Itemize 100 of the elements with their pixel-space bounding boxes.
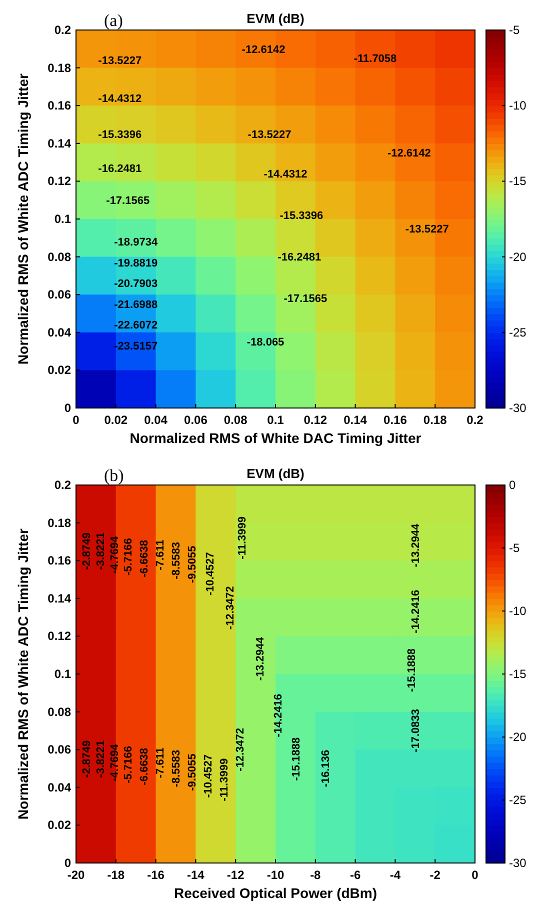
x-tick-label: 0.02 <box>104 413 128 427</box>
y-tick-label: 0.02 <box>48 818 72 832</box>
annotation: -5.7166 <box>122 538 135 576</box>
annotation: -13.2944 <box>254 636 266 681</box>
color-bar-label: -25 <box>509 325 527 340</box>
annotation: -12.6142 <box>387 148 431 160</box>
x-tick-label: -14 <box>187 868 205 882</box>
y-tick-label: 0 <box>64 401 72 415</box>
y-tick-label: 0.1 <box>54 212 72 226</box>
x-axis-title: Normalized RMS of White DAC Timing Jitter <box>130 430 422 446</box>
y-tick-label: 0.18 <box>48 60 72 75</box>
y-tick-label: 0.06 <box>48 742 72 757</box>
color-bar-label: -25 <box>509 793 527 807</box>
color-bar-label: -5 <box>509 541 520 555</box>
y-tick-label: 0.12 <box>48 629 72 644</box>
chart-title: EVM (dB) <box>246 11 304 26</box>
annotation: -15.3396 <box>280 210 324 222</box>
annotation: (a) <box>104 11 123 30</box>
y-tick-label: 0.14 <box>48 591 72 606</box>
x-tick-label: 0.04 <box>144 413 168 427</box>
chart-title: EVM (dB) <box>246 466 304 481</box>
color-bar-label: -15 <box>509 667 527 681</box>
annotation: -11.3999 <box>236 516 248 560</box>
annotation: (b) <box>104 466 124 485</box>
annotation: -6.6638 <box>138 748 151 786</box>
annotation: -16.136 <box>320 750 332 788</box>
x-tick-label: 0 <box>472 868 479 882</box>
annotation: -14.2416 <box>272 694 284 738</box>
color-bar-label: -30 <box>509 401 527 415</box>
color-bar-label: -10 <box>509 98 527 113</box>
y-tick-label: 0.18 <box>48 516 72 530</box>
x-tick-label: -8 <box>310 868 322 882</box>
y-tick-label: 0.12 <box>48 174 72 188</box>
color-bar-label: -5 <box>509 23 520 37</box>
annotation: -14.4312 <box>264 168 308 180</box>
annotation: -17.1565 <box>106 194 150 207</box>
x-tick-label: 0.2 <box>466 413 484 427</box>
annotation: -5.7166 <box>122 746 135 784</box>
color-bar-label: -20 <box>509 730 527 744</box>
x-tick-label: -6 <box>350 868 361 882</box>
x-tick-label: -20 <box>67 868 85 882</box>
y-axis-title: Normalized RMS of White ADC Timing Jitter <box>15 73 31 364</box>
x-tick-label: -16 <box>147 868 165 882</box>
y-tick-label: 0.16 <box>48 554 72 568</box>
annotation: -19.8819 <box>114 257 158 270</box>
annotation: -16.2481 <box>278 252 322 264</box>
annotation: -17.0833 <box>410 708 422 752</box>
annotation: -9.5055 <box>186 754 199 791</box>
annotation: -15.3396 <box>98 128 142 141</box>
y-tick-label: 0.04 <box>48 325 72 340</box>
y-tick-label: 0.02 <box>48 363 72 378</box>
x-tick-label: 0.14 <box>344 413 368 427</box>
color-bar-label: -20 <box>509 250 527 264</box>
color-bar-label: -30 <box>509 856 527 870</box>
annotation: -23.5157 <box>114 340 158 352</box>
x-tick-label: 0.08 <box>224 413 248 427</box>
annotation: -3.8221 <box>94 740 107 778</box>
y-tick-label: 0.06 <box>48 288 72 302</box>
y-tick-label: 0.2 <box>54 478 72 492</box>
annotation: -12.6142 <box>242 44 286 56</box>
annotation: -6.6638 <box>138 540 151 578</box>
annotation: -3.8221 <box>94 532 107 570</box>
x-tick-label: -2 <box>430 868 441 882</box>
annotation: -14.4312 <box>98 92 142 105</box>
annotation: -10.4527 <box>202 754 215 798</box>
y-tick-label: 0.14 <box>48 136 72 150</box>
annotation: -21.6988 <box>114 298 158 311</box>
annotation: -12.3472 <box>234 728 246 772</box>
x-tick-label: 0.16 <box>384 413 408 427</box>
annotation: -4.7694 <box>108 743 121 782</box>
x-tick-label: -10 <box>266 868 284 882</box>
annotation: -12.3472 <box>224 586 236 630</box>
annotation: -13.5227 <box>248 128 292 141</box>
y-tick-label: 0.2 <box>54 23 72 37</box>
annotation: -11.3999 <box>218 758 230 802</box>
x-tick-label: 0.12 <box>304 413 328 427</box>
annotation: -2.8749 <box>80 740 93 778</box>
annotation: -15.1888 <box>406 648 418 692</box>
x-tick-label: 0.06 <box>184 413 208 427</box>
annotation: -22.6072 <box>114 320 158 332</box>
color-bar-label: 0 <box>509 478 516 492</box>
annotation: -20.7903 <box>114 278 158 290</box>
annotation: -11.7058 <box>354 53 397 66</box>
y-axis-title: Normalized RMS of White ADC Timing Jitter <box>15 528 31 820</box>
annotation: -8.5583 <box>170 542 183 580</box>
annotation: -4.7694 <box>108 535 121 574</box>
color-bar-label: -15 <box>509 174 527 188</box>
annotation: -9.5055 <box>186 546 199 584</box>
annotation: -18.9734 <box>114 236 158 249</box>
x-tick-label: -4 <box>390 868 401 882</box>
annotation: -7.611 <box>154 748 167 778</box>
annotation: -8.5583 <box>170 750 183 788</box>
x-tick-label: 0 <box>72 413 80 427</box>
annotation: -7.611 <box>154 540 167 570</box>
annotation: -16.2481 <box>98 162 142 175</box>
color-bar-label: -10 <box>509 604 527 618</box>
x-tick-label: -18 <box>107 868 125 882</box>
annotation: -13.5227 <box>405 223 449 236</box>
y-tick-label: 0 <box>64 856 72 870</box>
y-tick-label: 0.08 <box>48 704 72 719</box>
